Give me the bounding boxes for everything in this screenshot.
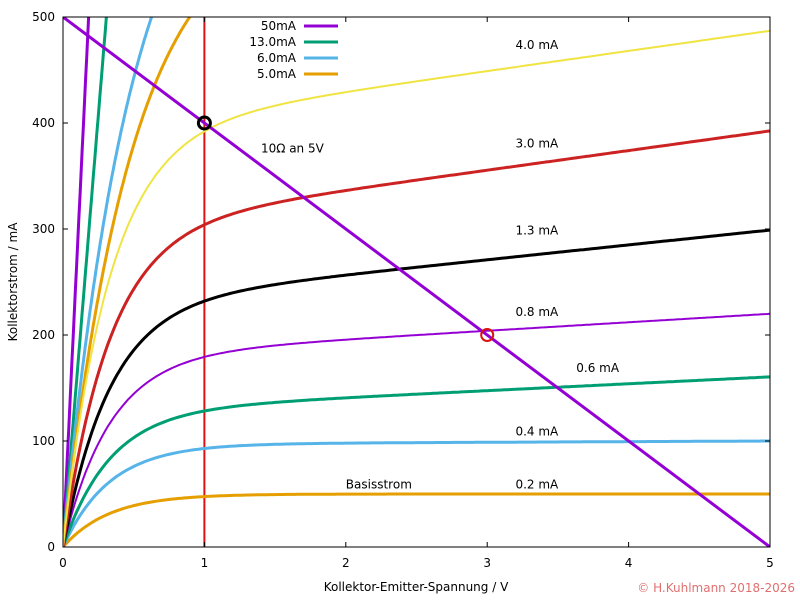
y-axis-label: Kollektorstrom / mA	[6, 222, 20, 342]
curve-0-4-ma	[63, 439, 770, 547]
curve-3-0-ma	[63, 129, 770, 547]
operating-point-black	[196, 115, 212, 131]
curve-0-6-ma	[63, 375, 770, 547]
curve-label-0-2-ma: 0.2 mA	[515, 478, 559, 492]
operating-point-red	[480, 328, 495, 342]
legend: 50mA 13.0mA 6.0mA 5.0mA	[249, 19, 338, 81]
x-tick-label: 4	[625, 556, 633, 570]
curve-5-0ma	[63, 17, 192, 547]
x-tick-label: 0	[59, 556, 67, 570]
y-tick-label: 200	[32, 328, 55, 342]
data-labels: 0.2 mA 0.4 mA 0.6 mA 0.8 mA 1.3 mA 3.0 mA 4.0 …	[261, 38, 620, 492]
curve-1-3-ma	[63, 228, 770, 547]
x-tick-label: 3	[483, 556, 491, 570]
legend-label-13-0ma: 13.0mA	[249, 35, 296, 49]
load-line	[63, 17, 770, 547]
basisstrom-label: Basisstrom	[346, 478, 412, 492]
x-tick-label: 2	[342, 556, 350, 570]
curve-13-0ma	[63, 17, 108, 547]
y-tick-label: 500	[32, 10, 55, 24]
y-tick-label: 100	[32, 434, 55, 448]
curve-label-0-4-ma: 0.4 mA	[515, 425, 559, 439]
load-line-label: 10Ω an 5V	[261, 142, 325, 156]
curve-label-4-0-ma: 4.0 mA	[515, 38, 559, 52]
y-tick-label: 400	[32, 116, 55, 130]
curve-label-3-0-ma: 3.0 mA	[515, 136, 559, 150]
x-axis-label: Kollektor-Emitter-Spannung / V	[324, 580, 509, 594]
markers	[196, 115, 495, 342]
axis-ticks: 0 1 2 3 4 5 0 100 200 300 400 500	[32, 10, 774, 570]
plot-area	[63, 17, 770, 547]
legend-label-6-0ma: 6.0mA	[257, 51, 297, 65]
curve-0-2-ma	[63, 492, 770, 547]
legend-label-50ma: 50mA	[261, 19, 297, 33]
curve-label-1-3-ma: 1.3 mA	[515, 223, 559, 237]
curve-label-0-6-ma: 0.6 mA	[576, 361, 620, 375]
y-tick-label: 300	[32, 222, 55, 236]
x-tick-label: 5	[766, 556, 774, 570]
legend-label-5-0ma: 5.0mA	[257, 67, 297, 81]
copyright-notice: © H.Kuhlmann 2018-2026	[637, 581, 795, 595]
curve-4-0-ma	[63, 29, 770, 547]
curve-0-8-ma	[63, 312, 770, 547]
x-tick-label: 1	[201, 556, 209, 570]
plot-frame	[62, 16, 771, 548]
curve-label-0-8-ma: 0.8 mA	[515, 305, 559, 319]
y-tick-label: 0	[47, 540, 55, 554]
curve-6-0ma	[63, 17, 154, 547]
